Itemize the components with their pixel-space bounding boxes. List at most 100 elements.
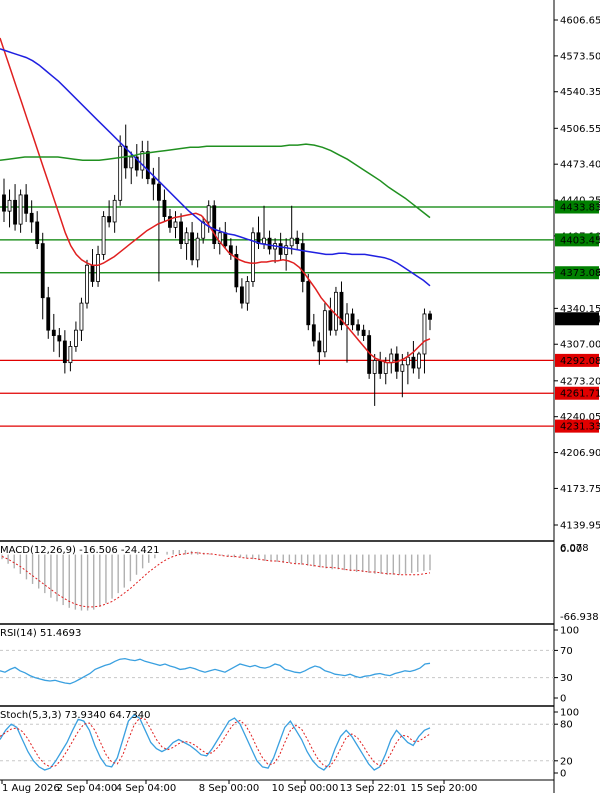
candle-up bbox=[101, 216, 106, 255]
candle-down bbox=[311, 324, 316, 342]
panel-tick-label: 70 bbox=[560, 646, 573, 657]
candle-down bbox=[40, 243, 45, 299]
candle-up bbox=[79, 302, 84, 331]
candle-up bbox=[18, 194, 23, 225]
candle-down bbox=[378, 360, 383, 374]
candle-down bbox=[428, 313, 432, 320]
candle-down bbox=[339, 291, 344, 326]
candle-down bbox=[90, 264, 95, 282]
panel-title: MACD(12,26,9) -16.506 -24.421 bbox=[0, 545, 160, 556]
candle-down bbox=[145, 151, 150, 180]
last-price-label: 4330.54 bbox=[560, 314, 600, 325]
candle-down bbox=[295, 237, 300, 245]
price-tick-label: 4206.90 bbox=[560, 448, 600, 459]
ma-fast-line bbox=[0, 37, 431, 364]
panel-tick-label: 100 bbox=[560, 708, 579, 719]
level-badge-label: 4231.33 bbox=[560, 422, 600, 433]
candle-down bbox=[278, 243, 283, 255]
level-badge-label: 4403.45 bbox=[560, 235, 600, 246]
stoch-k-line bbox=[0, 714, 431, 771]
candle-up bbox=[68, 346, 73, 364]
candle-up bbox=[289, 237, 294, 247]
stoch-d-line bbox=[0, 717, 431, 768]
price-tick-label: 4573.50 bbox=[560, 51, 600, 62]
price-tick-label: 4240.05 bbox=[560, 412, 600, 423]
price-tick-label: 4307.00 bbox=[560, 340, 600, 351]
candle-up bbox=[334, 291, 338, 331]
macd-tick-label: 6.078 bbox=[560, 543, 589, 554]
panel-tick-label: 30 bbox=[560, 673, 573, 684]
candle-down bbox=[190, 232, 195, 261]
candle-up bbox=[184, 232, 189, 245]
price-tick-label: 4473.40 bbox=[560, 160, 600, 171]
rsi-line bbox=[0, 657, 431, 685]
level-badge-label: 4373.08 bbox=[560, 268, 600, 279]
time-tick-label: 4 Sep 04:00 bbox=[116, 783, 176, 793]
candle-up bbox=[140, 151, 145, 171]
macd-tick-label: 0.00 bbox=[560, 544, 582, 555]
candle-down bbox=[156, 183, 161, 201]
time-tick-label: 1 Aug 2026 bbox=[2, 783, 60, 793]
level-badge bbox=[555, 386, 599, 400]
panel-tick-label: 20 bbox=[560, 756, 573, 767]
candle-down bbox=[267, 237, 272, 250]
candle-up bbox=[400, 364, 405, 372]
candle-down bbox=[361, 329, 366, 336]
ma-mid-line bbox=[0, 48, 431, 287]
candle-down bbox=[328, 310, 333, 331]
candle-down bbox=[62, 340, 67, 364]
candle-down bbox=[51, 329, 56, 336]
time-tick-label: 15 Sep 20:00 bbox=[411, 783, 478, 793]
candle-down bbox=[2, 194, 6, 212]
candle-down bbox=[57, 335, 62, 342]
panel-tick-label: 100 bbox=[560, 626, 579, 637]
candle-down bbox=[13, 199, 17, 225]
panel-tick-label: 0 bbox=[560, 694, 566, 705]
candle-down bbox=[151, 178, 156, 185]
time-tick-label: 2 Sep 04:00 bbox=[57, 783, 117, 793]
candle-up bbox=[85, 264, 89, 304]
candle-down bbox=[212, 205, 217, 245]
candle-down bbox=[306, 281, 311, 326]
price-tick-label: 4173.75 bbox=[560, 484, 600, 495]
panel-title: Stoch(5,3,3) 73.9340 64.7340 bbox=[0, 710, 151, 721]
price-tick-label: 4506.55 bbox=[560, 124, 600, 135]
candle-down bbox=[179, 221, 183, 245]
candle-up bbox=[417, 353, 421, 369]
level-badge bbox=[555, 419, 599, 433]
candle-up bbox=[217, 232, 222, 245]
candle-up bbox=[74, 329, 78, 347]
candle-up bbox=[422, 313, 427, 355]
panel-tick-label: 80 bbox=[560, 720, 573, 731]
ma-slow-line bbox=[0, 143, 431, 219]
candle-down bbox=[317, 340, 322, 353]
candle-up bbox=[251, 232, 255, 282]
candle-up bbox=[372, 360, 377, 374]
price-tick-label: 4340.15 bbox=[560, 304, 600, 315]
candle-up bbox=[345, 313, 349, 326]
candle-up bbox=[405, 356, 410, 366]
level-badge bbox=[555, 200, 599, 214]
candle-up bbox=[7, 199, 12, 212]
last-price-badge bbox=[555, 312, 599, 326]
candle-up bbox=[262, 237, 266, 245]
price-tick-label: 4606.65 bbox=[560, 16, 600, 27]
candle-down bbox=[239, 286, 244, 304]
candle-up bbox=[195, 237, 200, 261]
candle-down bbox=[35, 221, 40, 245]
candle-down bbox=[24, 194, 29, 214]
panel-rsi: 100 70 30 0 RSI(14) 51.4693 bbox=[0, 623, 579, 705]
candle-up bbox=[118, 145, 123, 201]
candle-up bbox=[322, 310, 327, 353]
candle-down bbox=[162, 199, 167, 217]
panel-tick-label: 0 bbox=[560, 769, 566, 780]
main-plot-area bbox=[0, 0, 554, 540]
price-tick-label: 4273.20 bbox=[560, 376, 600, 387]
candle-down bbox=[29, 212, 34, 223]
